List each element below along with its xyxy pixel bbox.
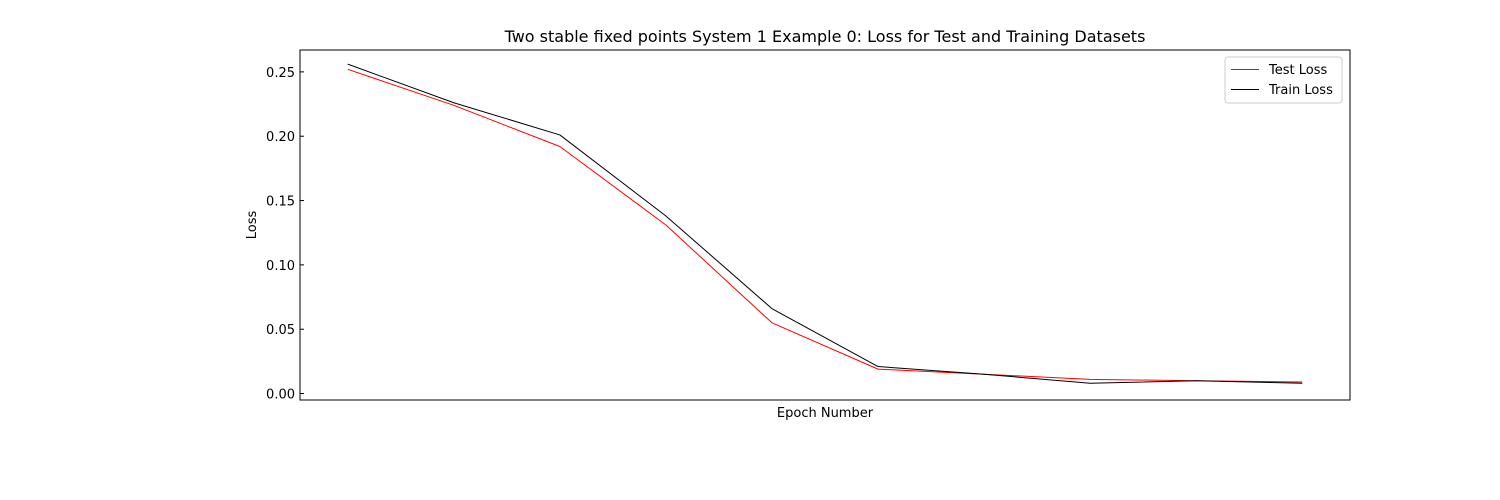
y-axis-label: Loss (245, 211, 260, 240)
series-line-test-loss (347, 68, 1303, 383)
series-line-train-loss (347, 63, 1303, 384)
axes-frame (299, 49, 1351, 401)
y-tick-label: 0.10 (266, 259, 295, 274)
legend-label-test-loss: Test Loss (1268, 63, 1327, 78)
y-axis-ticks: 0.00 0.05 0.10 0.15 0.20 0.25 (266, 66, 304, 403)
y-tick-label: 0.00 (266, 388, 295, 403)
plot-area: 0.00 0.05 0.10 0.15 0.20 0.25 (266, 49, 1351, 403)
legend-frame (1224, 56, 1343, 104)
y-tick-label: 0.25 (266, 66, 295, 81)
x-axis-label: Epoch Number (777, 406, 874, 421)
chart-title: Two stable fixed points System 1 Example… (504, 27, 1146, 46)
y-tick-label: 0.20 (266, 130, 295, 145)
legend: Test Loss Train Loss (1224, 56, 1343, 104)
y-tick-label: 0.15 (266, 195, 295, 210)
series-lines (347, 63, 1303, 384)
legend-label-train-loss: Train Loss (1268, 83, 1333, 98)
y-tick-label: 0.05 (266, 323, 295, 338)
